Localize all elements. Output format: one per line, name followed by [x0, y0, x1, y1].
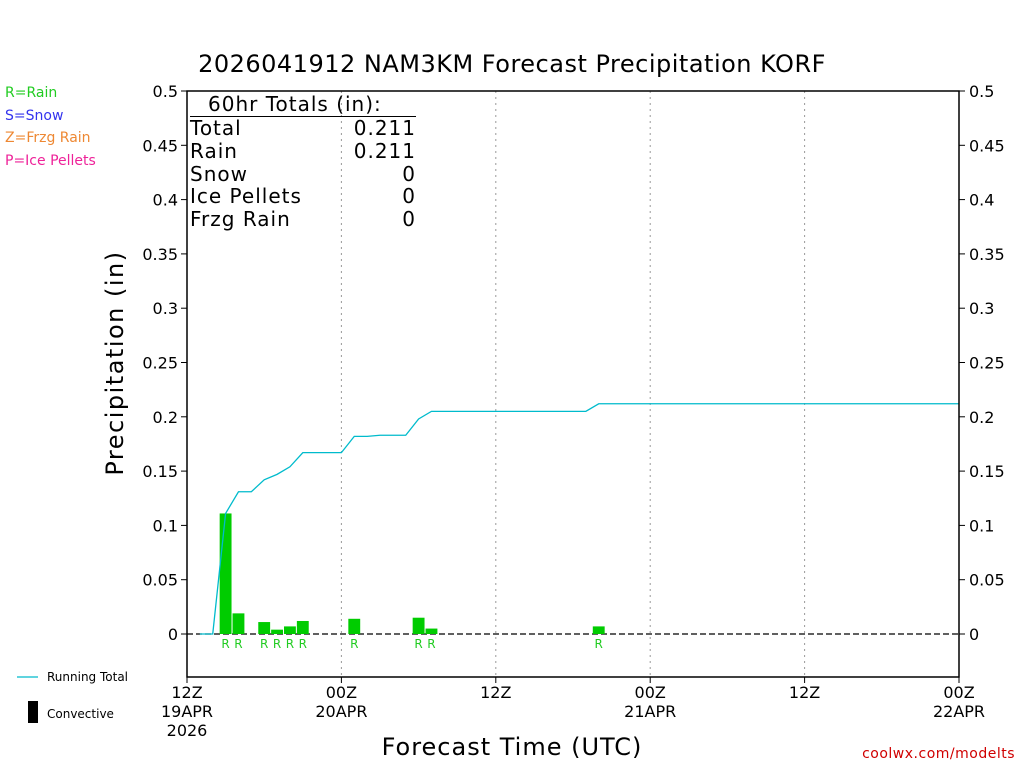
totals-label: Rain	[190, 138, 238, 163]
y-tick-label: 0.4	[153, 191, 178, 210]
totals-label: Ice Pellets	[190, 184, 302, 209]
x-tick-label: 00Z	[635, 683, 666, 702]
precip-bar	[348, 618, 361, 634]
precip-type-legend: R=Rain S=Snow Z=Frzg Rain P=Ice Pellets	[5, 82, 96, 172]
precip-type-label: R	[595, 637, 603, 651]
totals-row: Snow 0	[190, 161, 416, 186]
y-tick-label: 0	[168, 625, 178, 644]
x-tick-label: 2026	[167, 721, 208, 740]
y-tick-label: 0.3	[969, 299, 994, 318]
y-tick-label: 0.25	[969, 354, 1005, 373]
convective-swatch	[28, 701, 38, 723]
y-axis-label: Precipitation (in)	[101, 250, 129, 476]
precip-type-label: R	[234, 637, 242, 651]
precip-type-label: R	[260, 637, 268, 651]
y-tick-label: 0	[969, 625, 979, 644]
y-tick-label: 0.1	[153, 516, 178, 535]
y-tick-label: 0.3	[153, 299, 178, 318]
totals-heading: 60hr Totals (in):	[190, 92, 416, 117]
y-tick-label: 0.4	[969, 191, 994, 210]
precip-bar	[412, 617, 425, 634]
totals-row: Frzg Rain 0	[190, 208, 416, 231]
plot-frame	[186, 90, 960, 678]
y-tick-label: 0.15	[969, 462, 1005, 481]
x-tick-label: 12Z	[480, 683, 511, 702]
y-tick-label: 0.25	[142, 354, 178, 373]
y-tick-label: 0.1	[969, 516, 994, 535]
x-tick-label: 19APR	[161, 702, 213, 721]
precip-type-label: R	[221, 637, 229, 651]
y-tick-label: 0.45	[969, 136, 1005, 155]
chart-title: 2026041912 NAM3KM Forecast Precipitation…	[198, 50, 826, 78]
legend-snow: S=Snow	[5, 107, 64, 124]
y-tick-label: 0.15	[142, 462, 178, 481]
precip-bar	[296, 620, 309, 634]
legend-convective-label: Convective	[47, 707, 114, 721]
x-tick-label: 12Z	[789, 683, 820, 702]
running-total-layer	[199, 403, 959, 635]
x-tick-label: 21APR	[624, 702, 676, 721]
legend-ice-pellets: P=Ice Pellets	[5, 152, 96, 169]
totals-label: Total	[190, 116, 242, 140]
running-total-line	[199, 403, 959, 635]
totals-value: 0.211	[353, 138, 416, 163]
precip-bar	[592, 626, 605, 634]
y-tick-label: 0.2	[969, 408, 994, 427]
precip-type-label: R	[350, 637, 358, 651]
x-tick-label: 00Z	[326, 683, 357, 702]
precip-type-label: R	[414, 637, 422, 651]
bottom-legend-marks	[17, 676, 38, 723]
totals-value: 0	[402, 161, 416, 186]
y-tick-label: 0.2	[153, 408, 178, 427]
legend-frzg-rain: Z=Frzg Rain	[5, 130, 91, 146]
totals-row: Total 0.211	[190, 117, 416, 140]
y-tick-label: 0.35	[142, 245, 178, 264]
precip-bar	[219, 513, 232, 634]
legend-rain: R=Rain	[5, 85, 58, 101]
axes: 0 00.05 0.050.1 0.10.15 0.150.2 0.20.25 0.250.…	[142, 82, 1004, 740]
y-tick-label: 0.5	[969, 82, 994, 101]
precip-bar	[232, 613, 245, 634]
precip-type-label: R	[273, 637, 281, 651]
totals-row: Rain 0.211	[190, 138, 416, 163]
precip-type-label: R	[299, 637, 307, 651]
precip-bar	[271, 629, 283, 634]
totals-label: Snow	[190, 161, 248, 186]
precip-bar	[425, 628, 438, 634]
x-axis-label: Forecast Time (UTC)	[381, 733, 643, 761]
x-tick-label: 20APR	[315, 702, 367, 721]
precip-bars	[219, 513, 605, 634]
precip-bar	[258, 622, 271, 634]
y-tick-label: 0.05	[142, 571, 178, 590]
totals-value: 0.211	[353, 116, 416, 140]
y-tick-label: 0.45	[142, 136, 178, 155]
precip-bar	[284, 626, 296, 634]
grid-lines	[187, 91, 959, 677]
totals-label: Frzg Rain	[190, 207, 291, 232]
totals-row: Ice Pellets 0	[190, 185, 416, 208]
y-tick-label: 0.5	[153, 82, 178, 101]
credit-link[interactable]: coolwx.com/modelts	[862, 746, 1015, 762]
y-tick-label: 0.05	[969, 571, 1005, 590]
y-tick-label: 0.35	[969, 245, 1005, 264]
totals-box: 60hr Totals (in): Total 0.211 Rain 0.211 S…	[190, 92, 416, 231]
precip-type-label: R	[427, 637, 435, 651]
x-tick-label: 22APR	[933, 702, 985, 721]
legend-running-total-label: Running Total	[47, 670, 129, 684]
precip-type-label: R	[286, 637, 294, 651]
totals-value: 0	[402, 184, 416, 209]
x-tick-label: 12Z	[171, 683, 202, 702]
x-tick-label: 00Z	[943, 683, 974, 702]
totals-value: 0	[402, 207, 416, 232]
